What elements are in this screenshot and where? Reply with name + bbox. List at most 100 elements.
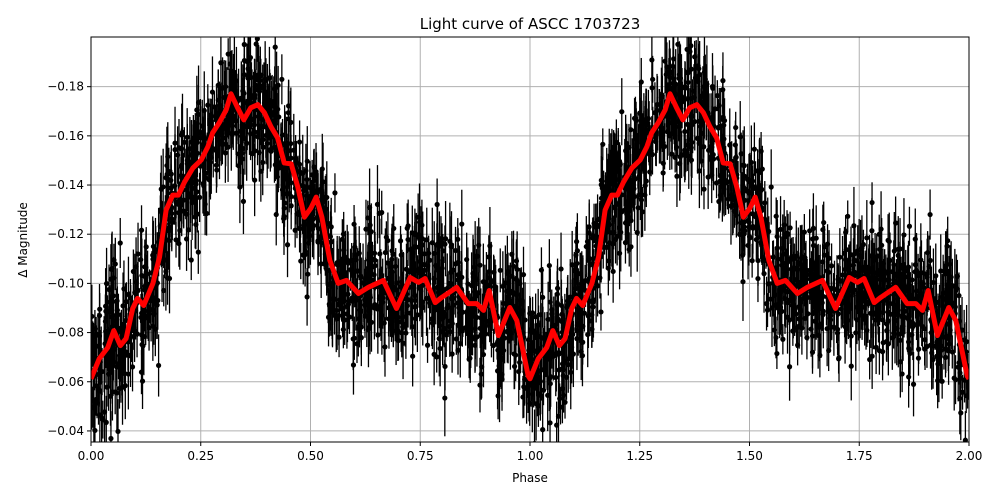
data-marker xyxy=(901,232,907,238)
data-marker xyxy=(958,410,964,416)
data-point xyxy=(304,268,310,326)
data-point xyxy=(915,340,922,376)
data-point xyxy=(525,306,532,374)
data-point xyxy=(351,205,357,244)
data-marker xyxy=(805,311,811,317)
data-marker xyxy=(385,305,392,311)
data-marker xyxy=(240,198,247,204)
data-marker xyxy=(926,263,932,270)
data-point xyxy=(254,37,260,62)
data-marker xyxy=(962,437,968,442)
data-marker xyxy=(634,229,640,236)
data-marker xyxy=(924,343,930,350)
data-marker xyxy=(434,201,440,208)
data-marker xyxy=(774,350,780,357)
data-marker xyxy=(740,279,746,285)
data-marker xyxy=(169,210,175,217)
data-point xyxy=(424,327,431,363)
data-point xyxy=(117,217,123,269)
data-marker xyxy=(351,221,357,227)
data-marker xyxy=(403,330,409,336)
data-marker xyxy=(540,294,546,300)
data-point xyxy=(472,298,478,360)
data-marker xyxy=(906,374,912,380)
data-marker xyxy=(374,201,381,207)
data-marker xyxy=(540,427,546,433)
data-point xyxy=(247,37,254,81)
data-marker xyxy=(117,240,123,246)
data-point xyxy=(867,339,873,380)
data-point xyxy=(696,43,702,94)
data-marker xyxy=(279,76,285,82)
data-marker xyxy=(867,356,873,363)
data-marker xyxy=(786,364,793,370)
data-marker xyxy=(173,237,179,243)
data-marker xyxy=(497,267,503,273)
data-marker xyxy=(558,266,564,272)
data-marker xyxy=(114,390,120,396)
data-point xyxy=(845,200,851,233)
data-marker xyxy=(749,258,755,264)
data-marker xyxy=(254,37,260,42)
data-marker xyxy=(906,223,913,229)
data-marker xyxy=(500,283,506,289)
data-point xyxy=(434,178,440,231)
data-marker xyxy=(635,205,641,211)
data-point xyxy=(546,239,552,293)
data-marker xyxy=(598,177,604,183)
data-marker xyxy=(905,264,912,270)
data-marker xyxy=(442,395,448,401)
data-marker xyxy=(382,344,388,350)
data-marker xyxy=(677,160,683,167)
data-marker xyxy=(927,211,933,218)
data-marker xyxy=(92,427,98,434)
data-marker xyxy=(773,334,779,341)
data-marker xyxy=(777,226,784,233)
data-point xyxy=(643,155,649,208)
data-point xyxy=(530,296,536,329)
data-marker xyxy=(487,243,493,249)
data-marker xyxy=(108,435,114,442)
data-marker xyxy=(305,271,311,277)
data-point xyxy=(837,228,843,287)
data-marker xyxy=(864,327,870,333)
data-marker xyxy=(915,355,922,361)
data-point xyxy=(774,218,781,278)
data-marker xyxy=(598,309,604,315)
data-marker xyxy=(801,229,807,235)
data-point xyxy=(156,334,162,397)
data-marker xyxy=(472,326,478,332)
data-marker xyxy=(873,344,879,350)
data-point xyxy=(906,206,913,246)
data-marker xyxy=(160,184,166,190)
data-marker xyxy=(138,227,145,233)
data-point xyxy=(873,320,879,375)
data-marker xyxy=(525,337,532,343)
data-marker xyxy=(773,213,779,219)
data-marker xyxy=(649,151,656,158)
data-marker xyxy=(205,102,211,108)
data-point xyxy=(777,196,784,263)
data-marker xyxy=(252,177,258,183)
data-marker xyxy=(139,378,146,384)
data-marker xyxy=(231,72,237,78)
data-marker xyxy=(179,129,186,135)
data-point xyxy=(749,243,755,278)
data-marker xyxy=(566,356,572,362)
data-marker xyxy=(907,350,913,357)
data-marker xyxy=(424,342,431,348)
data-marker xyxy=(434,241,441,247)
data-point xyxy=(598,293,604,331)
data-marker xyxy=(761,257,767,264)
data-marker xyxy=(864,235,870,241)
data-marker xyxy=(768,184,774,190)
data-point xyxy=(540,393,546,442)
data-marker xyxy=(222,84,228,90)
data-point xyxy=(218,37,224,95)
data-point xyxy=(768,149,774,225)
data-marker xyxy=(780,336,786,342)
data-marker xyxy=(377,251,383,257)
observations xyxy=(91,37,969,442)
data-point xyxy=(924,325,930,368)
